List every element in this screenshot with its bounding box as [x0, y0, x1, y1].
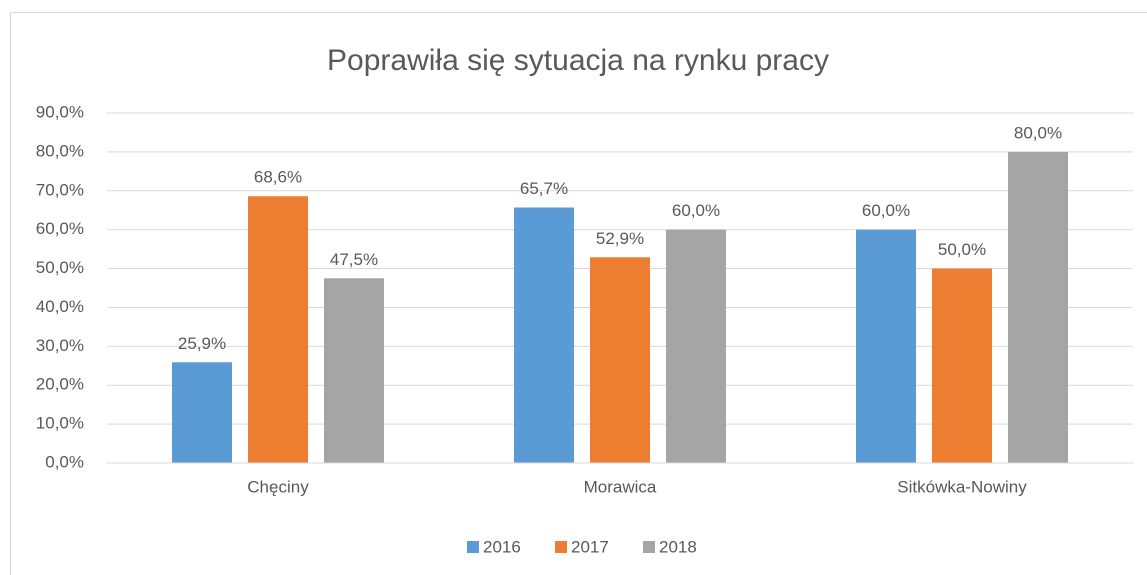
bar: [590, 257, 650, 463]
value-label: 60,0%: [862, 201, 910, 220]
legend-swatch: [555, 541, 567, 553]
legend-swatch: [467, 541, 479, 553]
y-tick-label: 40,0%: [36, 297, 84, 316]
value-label: 80,0%: [1014, 123, 1062, 142]
y-tick-label: 20,0%: [36, 375, 84, 394]
value-label: 60,0%: [672, 201, 720, 220]
bar: [514, 207, 574, 463]
value-label: 47,5%: [330, 250, 378, 269]
y-tick-label: 90,0%: [36, 102, 84, 121]
y-tick-label: 10,0%: [36, 414, 84, 433]
value-label: 25,9%: [178, 334, 226, 353]
y-tick-label: 70,0%: [36, 180, 84, 199]
bar: [172, 362, 232, 463]
bar: [932, 268, 992, 463]
bar: [248, 196, 308, 463]
value-label: 68,6%: [254, 168, 302, 187]
legend-label: 2017: [571, 537, 609, 556]
x-tick-label: Morawica: [584, 477, 657, 496]
value-label: 52,9%: [596, 229, 644, 248]
y-tick-label: 0,0%: [45, 452, 84, 471]
bar: [1008, 151, 1068, 463]
x-tick-label: Sitkówka-Nowiny: [897, 477, 1027, 496]
legend-label: 2016: [483, 537, 521, 556]
bar: [856, 229, 916, 463]
legend-swatch: [643, 541, 655, 553]
y-tick-label: 50,0%: [36, 258, 84, 277]
value-label: 50,0%: [938, 240, 986, 259]
legend-label: 2018: [659, 537, 697, 556]
y-tick-label: 60,0%: [36, 219, 84, 238]
value-label: 65,7%: [520, 179, 568, 198]
chart-title: Poprawiła się sytuacja na rynku pracy: [327, 44, 829, 77]
y-tick-label: 80,0%: [36, 141, 84, 160]
y-tick-label: 30,0%: [36, 336, 84, 355]
x-tick-label: Chęciny: [247, 477, 309, 496]
bar: [666, 229, 726, 463]
bar: [324, 278, 384, 463]
